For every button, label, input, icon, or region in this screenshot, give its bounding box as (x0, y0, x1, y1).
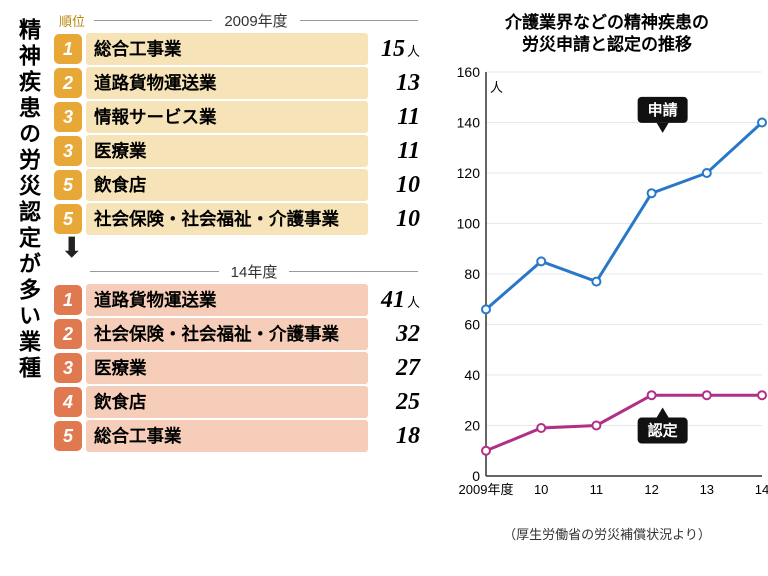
table-row: 5飲食店10 (54, 169, 422, 201)
count: 11 (368, 104, 422, 131)
table-row: 3医療業27 (54, 352, 422, 384)
rank-badge: 1 (54, 285, 82, 315)
table-row: 2道路貨物運送業13 (54, 67, 422, 99)
ranking-tables: 順位 2009年度 1総合工事業15人2道路貨物運送業133情報サービス業113… (48, 8, 428, 568)
industry-name: 社会保険・社会福祉・介護事業 (86, 318, 368, 350)
count: 18 (368, 423, 422, 450)
svg-text:160: 160 (457, 64, 481, 80)
count: 10 (368, 172, 422, 199)
industry-name: 飲食店 (86, 169, 368, 201)
header-2009: 順位 2009年度 (54, 8, 422, 33)
rank-badge: 3 (54, 353, 82, 383)
rank-badge: 5 (54, 204, 82, 234)
industry-name: 飲食店 (86, 386, 368, 418)
industry-name: 医療業 (86, 135, 368, 167)
svg-text:認定: 認定 (648, 422, 678, 440)
svg-text:14: 14 (755, 482, 768, 497)
table-2014: 1道路貨物運送業41人2社会保険・社会福祉・介護事業323医療業274飲食店25… (54, 284, 422, 452)
header-2014: 14年度 (54, 259, 422, 284)
count: 32 (368, 321, 422, 348)
count: 15人 (368, 36, 422, 63)
table-row: 3医療業11 (54, 135, 422, 167)
svg-text:10: 10 (534, 482, 548, 497)
table-row: 1道路貨物運送業41人 (54, 284, 422, 316)
source-text: （厚生労働省の労災補償状況より） (442, 524, 768, 543)
svg-text:60: 60 (464, 317, 480, 333)
rank-badge: 4 (54, 387, 82, 417)
industry-name: 道路貨物運送業 (86, 67, 368, 99)
rank-badge: 3 (54, 102, 82, 132)
table-2009: 1総合工事業15人2道路貨物運送業133情報サービス業113医療業115飲食店1… (54, 33, 422, 235)
svg-text:12: 12 (644, 482, 658, 497)
count: 41人 (368, 287, 422, 314)
table-row: 5社会保険・社会福祉・介護事業10 (54, 203, 422, 235)
table-row: 2社会保険・社会福祉・介護事業32 (54, 318, 422, 350)
count: 25 (368, 389, 422, 416)
table-row: 3情報サービス業11 (54, 101, 422, 133)
vertical-title: 精神疾患の労災認定が多い業種 (8, 8, 48, 568)
svg-text:20: 20 (464, 418, 480, 434)
table-row: 5総合工事業18 (54, 420, 422, 452)
svg-text:80: 80 (464, 266, 480, 282)
svg-text:13: 13 (700, 482, 714, 497)
industry-name: 道路貨物運送業 (86, 284, 368, 316)
count: 27 (368, 355, 422, 382)
rank-badge: 2 (54, 68, 82, 98)
svg-text:40: 40 (464, 367, 480, 383)
rank-badge: 2 (54, 319, 82, 349)
svg-text:120: 120 (457, 165, 481, 181)
svg-text:11: 11 (590, 482, 604, 497)
table-row: 4飲食店25 (54, 386, 422, 418)
line-chart: 020406080100120140160人2009年度1011121314申請… (442, 62, 768, 522)
industry-name: 総合工事業 (86, 33, 368, 65)
svg-text:2009年度: 2009年度 (459, 482, 514, 497)
rank-badge: 5 (54, 421, 82, 451)
table-row: 1総合工事業15人 (54, 33, 422, 65)
industry-name: 社会保険・社会福祉・介護事業 (86, 203, 368, 235)
rank-badge: 1 (54, 34, 82, 64)
count: 13 (368, 70, 422, 97)
svg-text:100: 100 (457, 216, 481, 232)
industry-name: 情報サービス業 (86, 101, 368, 133)
rank-badge: 5 (54, 170, 82, 200)
count: 10 (368, 206, 422, 233)
arrow-down-icon: ⬇ (54, 237, 422, 259)
count: 11 (368, 138, 422, 165)
industry-name: 医療業 (86, 352, 368, 384)
chart-title: 介護業界などの精神疾患の 労災申請と認定の推移 (442, 12, 768, 56)
svg-text:申請: 申請 (648, 101, 678, 119)
svg-text:人: 人 (490, 80, 503, 95)
industry-name: 総合工事業 (86, 420, 368, 452)
svg-text:140: 140 (457, 115, 481, 131)
rank-badge: 3 (54, 136, 82, 166)
